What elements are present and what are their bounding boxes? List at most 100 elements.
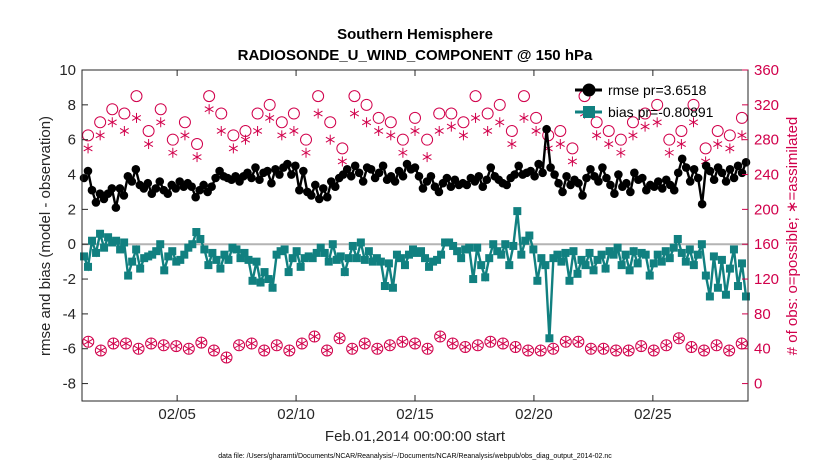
obs-possible-marker [635, 340, 648, 353]
legend-rmse-label: rmse pr=3.6518 [608, 82, 707, 98]
obs-assimilated-marker [446, 121, 456, 132]
bias-point [565, 276, 574, 285]
obs-assimilated-marker [216, 125, 226, 136]
bias-series [80, 207, 750, 343]
rmse-point [267, 178, 276, 188]
rmse-point [350, 161, 360, 171]
bias-point [396, 254, 405, 263]
obs-assimilated-marker [96, 345, 106, 356]
bias-point [80, 252, 89, 261]
y-right-tick-label: 320 [754, 97, 779, 114]
obs-assimilated-marker [372, 343, 382, 354]
bias-point [312, 248, 321, 257]
obs-possible-marker [94, 116, 107, 129]
bias-point [124, 271, 133, 280]
rmse-point [598, 163, 607, 172]
obs-assimilated-marker [604, 139, 614, 150]
obs-possible-marker [735, 111, 748, 124]
rmse-point [558, 187, 567, 197]
bias-point [148, 250, 157, 259]
obs-assimilated-marker [168, 147, 178, 158]
bias-point [192, 228, 201, 237]
obs-assimilated-marker [674, 333, 684, 344]
bias-point [621, 250, 630, 259]
rmse-series [79, 124, 751, 212]
obs-assimilated-marker [737, 338, 747, 349]
bias-point [497, 250, 506, 259]
bias-point [164, 252, 173, 261]
bias-point [280, 245, 289, 254]
right-axis-ticks: 0 40 80 120 160 200 240 280 320 360 [742, 62, 779, 393]
obs-possible-marker [509, 340, 522, 353]
bias-point [457, 254, 466, 263]
rmse-point [530, 171, 539, 181]
rmse-point [594, 177, 603, 186]
bias-point [324, 257, 333, 266]
obs-assimilated-marker [664, 147, 674, 158]
rmse-point [462, 180, 472, 190]
obs-assimilated-marker [240, 134, 251, 145]
bias-point [593, 255, 602, 264]
bias-point [400, 261, 409, 270]
obs-possible-marker [639, 107, 652, 120]
x-tick-label: 02/20 [515, 406, 553, 423]
rmse-point [562, 171, 571, 181]
obs-possible-marker [566, 142, 579, 155]
bias-point [256, 278, 265, 287]
obs-assimilated-marker [335, 333, 345, 344]
y-right-tick-label: 0 [754, 376, 762, 393]
obs-assimilated-marker [628, 130, 638, 141]
bias-point [300, 254, 309, 263]
bias-point [701, 271, 710, 280]
obs-assimilated-marker [247, 338, 257, 349]
obs-possible-marker [166, 133, 179, 146]
obs-possible-marker [496, 337, 509, 350]
y-tick-label: -4 [63, 306, 76, 323]
bias-point [376, 257, 385, 266]
y-tick-label: 10 [59, 62, 76, 79]
obs-possible-marker [336, 142, 349, 155]
obs-assimilated-marker [713, 139, 723, 150]
obs-assimilated-marker [410, 338, 420, 349]
bias-point [477, 261, 486, 270]
bias-point [553, 250, 562, 259]
rmse-point [115, 184, 125, 193]
obs-assimilated-marker [422, 343, 433, 354]
bias-point [537, 254, 546, 263]
obs-assimilated-marker [422, 152, 432, 163]
obs-possible-marker [711, 124, 724, 137]
bias-point [348, 241, 357, 250]
obs-possible-marker [287, 107, 300, 120]
rmse-point [91, 198, 101, 207]
y-tick-label: 0 [68, 236, 76, 253]
bias-point [741, 292, 750, 301]
obs-possible-marker [263, 98, 276, 111]
obs-assimilated-marker [156, 117, 166, 128]
obs-assimilated-marker [688, 117, 699, 128]
bias-point [625, 266, 634, 275]
bias-point [569, 247, 578, 256]
obs-assimilated-marker [272, 340, 282, 351]
bias-point [272, 250, 281, 259]
obs-possible-marker [384, 116, 397, 129]
bias-point [513, 207, 522, 216]
bias-point [433, 255, 442, 264]
obs-assimilated-marker [485, 336, 495, 347]
bias-point [713, 283, 722, 292]
bias-point [637, 248, 646, 257]
rmse-point [330, 182, 340, 192]
bias-point [669, 243, 678, 252]
obs-possible-marker [360, 98, 373, 111]
bias-point [236, 254, 245, 263]
obs-possible-marker [371, 342, 384, 355]
obs-assimilated-marker [548, 343, 558, 354]
obs-possible-marker [675, 124, 688, 137]
legend-bias-marker [583, 106, 595, 118]
obs-assimilated-marker [567, 156, 577, 167]
bias-point [649, 259, 658, 268]
bias-point [184, 243, 193, 252]
legend-rmse-marker [582, 83, 596, 97]
obs-possible-marker [614, 133, 627, 146]
rmse-point [578, 191, 587, 200]
bias-point [737, 259, 746, 268]
